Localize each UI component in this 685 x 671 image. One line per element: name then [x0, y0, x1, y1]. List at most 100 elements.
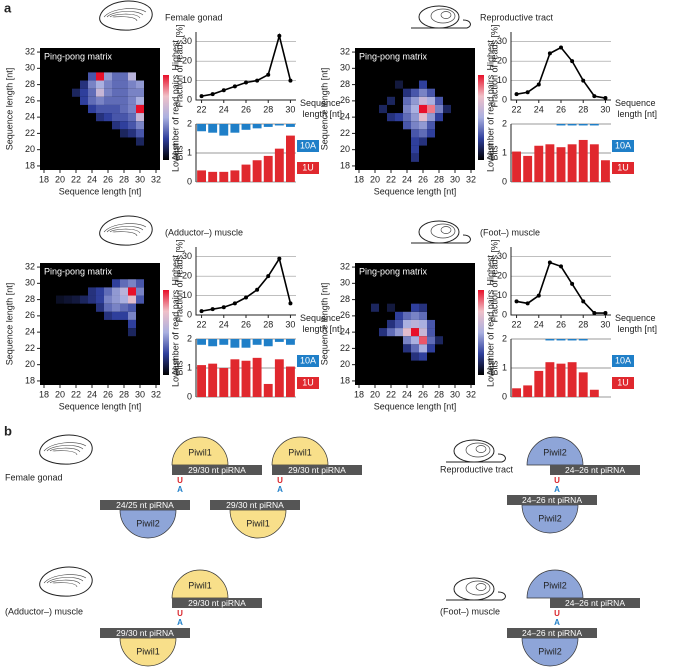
bar	[197, 365, 206, 397]
heatmap-cell	[403, 311, 411, 320]
heatmap-cell	[128, 96, 136, 105]
x-tick-label: 32	[466, 389, 476, 399]
axis	[510, 32, 611, 101]
point	[592, 94, 597, 99]
point	[255, 78, 260, 83]
pirna-label: 24–26 nt piRNA	[565, 465, 625, 475]
bar	[567, 339, 577, 341]
point	[525, 301, 530, 306]
case-title: Reproductive tract	[440, 464, 514, 474]
point	[603, 96, 608, 101]
legend-label: 10A	[615, 355, 631, 365]
pirna-label: 29/30 nt piRNA	[116, 628, 174, 638]
x-tick-label: 26	[103, 174, 113, 184]
heatmap-cell	[128, 80, 136, 89]
heatmap-cell	[427, 113, 435, 122]
colorbar-low: Lowest	[170, 143, 180, 172]
heatmap-cell	[419, 328, 427, 337]
heatmap-cell	[128, 303, 136, 312]
x-tick-label: 24	[402, 174, 412, 184]
heatmap-cell	[104, 295, 112, 304]
y-tick-label: 18	[340, 160, 350, 170]
heatmap-cell	[80, 88, 88, 97]
x-tick-label: 26	[418, 389, 428, 399]
y-tick-label: 20	[182, 271, 192, 281]
bar	[589, 389, 599, 397]
heatmap-cell	[104, 104, 112, 114]
point	[536, 82, 541, 87]
bar	[589, 144, 599, 182]
legend-label: 1U	[617, 162, 629, 172]
point	[581, 78, 586, 83]
heatmap-cell	[411, 145, 419, 154]
bar	[274, 339, 284, 342]
heatmap-cell	[120, 295, 128, 304]
heatmap-cell	[112, 295, 120, 304]
oyster-icon	[39, 566, 93, 597]
heatmap-cell	[128, 319, 136, 329]
protein-label: Piwil2	[543, 447, 567, 457]
y-tick-label: 20	[182, 56, 192, 66]
line	[516, 261, 606, 314]
heatmap-cell	[427, 96, 435, 105]
x-tick-label: 28	[119, 389, 129, 399]
legend-swatch	[297, 355, 319, 367]
heatmap-cell	[395, 319, 403, 329]
heatmap-cell	[104, 113, 112, 122]
point	[210, 307, 215, 312]
y-tick-label: 24	[340, 327, 350, 337]
y-axis-label: Bits	[489, 360, 499, 376]
x-tick-label: 28	[578, 104, 588, 114]
base-a: A	[554, 618, 560, 627]
bar	[197, 124, 206, 132]
oyster-icon	[99, 215, 153, 246]
point	[288, 78, 293, 83]
point	[592, 311, 597, 316]
heatmap-cell	[88, 88, 96, 97]
heatmap-cell	[112, 80, 120, 89]
heatmap-cell	[136, 96, 144, 105]
protein-label: Piwil2	[136, 518, 160, 528]
oyster-line	[103, 8, 147, 18]
heatmap-cell	[112, 113, 120, 122]
heatmap-cell	[136, 137, 144, 146]
point	[536, 293, 541, 298]
heatmap-cell	[72, 295, 80, 304]
y-tick-label: 30	[25, 278, 35, 288]
heatmap-cell	[112, 72, 120, 81]
bar	[601, 160, 610, 182]
y-tick-label: 0	[502, 176, 507, 186]
heatmap-cell	[411, 344, 419, 353]
y-tick-label: 1	[187, 362, 192, 372]
pirna-bar	[550, 598, 640, 608]
x-tick-label: 20	[55, 174, 65, 184]
x-tick-label: 32	[151, 174, 161, 184]
heatmap-cell	[136, 113, 144, 122]
oyster-line	[52, 450, 78, 456]
colorbar-low: Lowest	[170, 358, 180, 387]
y-tick-label: 30	[182, 251, 192, 261]
colorbar	[478, 290, 484, 375]
bar	[197, 170, 206, 182]
line	[516, 46, 606, 99]
pirna-bar	[272, 465, 362, 475]
bar	[219, 368, 229, 397]
axis	[510, 247, 611, 316]
point	[277, 33, 282, 38]
bar	[252, 160, 262, 182]
point	[199, 94, 204, 99]
x-tick-label: 28	[119, 174, 129, 184]
oyster-line	[112, 231, 138, 237]
line	[201, 32, 292, 97]
x-tick-label: 22	[512, 104, 522, 114]
x-tick-label: 20	[370, 389, 380, 399]
base-a: A	[177, 485, 183, 494]
y-axis-label: Sequence length [nt]	[319, 283, 329, 366]
panel-title: (Foot–) muscle	[480, 227, 540, 237]
x-axis-label: Sequence length [nt]	[615, 98, 657, 119]
y-tick-label: 20	[497, 271, 507, 281]
point	[514, 299, 519, 304]
y-tick-label: 2	[187, 333, 192, 343]
heatmap-cell	[96, 113, 104, 122]
point	[581, 299, 586, 304]
